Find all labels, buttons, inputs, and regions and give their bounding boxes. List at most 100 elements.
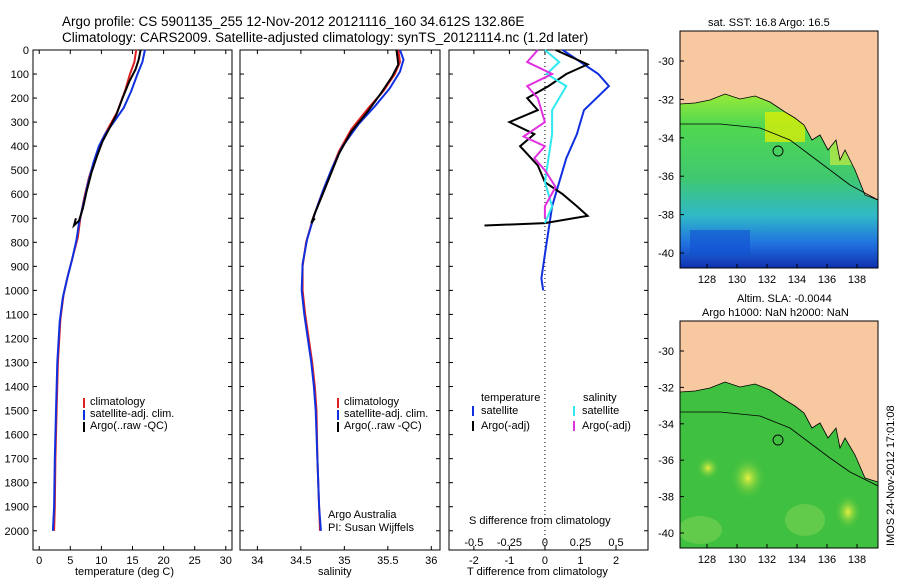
series-t-argo-adj- xyxy=(484,49,591,227)
lon-tick-label: 132 xyxy=(758,554,776,566)
lat-tick-label: -40 xyxy=(658,248,674,260)
s-tick-label: 0.25 xyxy=(570,537,591,549)
lon-tick-label: 130 xyxy=(728,274,746,286)
lon-tick-label: 134 xyxy=(788,274,806,286)
legend-climatology: climatology xyxy=(90,396,146,408)
y-tick-label: 2000 xyxy=(5,526,29,538)
lat-tick-label: -38 xyxy=(658,492,674,504)
series-argo-raw-qc- xyxy=(310,49,400,224)
y-tick-label: 1900 xyxy=(5,502,29,514)
sla-map-title-2: Argo h1000: NaN h2000: NaN xyxy=(702,307,849,319)
lon-tick-label: 128 xyxy=(698,274,716,286)
sla-map: Altim. SLA: -0.0044 Argo h1000: NaN h200… xyxy=(658,293,879,566)
x-tick-label: 35 xyxy=(338,555,350,567)
x-tick-label: 5 xyxy=(67,555,73,567)
series-argo-raw-qc- xyxy=(72,49,142,229)
y-tick-label: 800 xyxy=(11,237,29,249)
x-tick-label: 34.5 xyxy=(290,555,311,567)
x-tick-label: 15 xyxy=(126,555,138,567)
series-s-argo-adj- xyxy=(521,49,557,219)
legend-t-satellite: satellite xyxy=(481,405,518,417)
series-t-satellite xyxy=(540,49,611,291)
title-line-1: Argo profile: CS 5901135_255 12-Nov-2012… xyxy=(62,14,524,29)
x-tick-label: 25 xyxy=(189,555,201,567)
legend-s-satellite: satellite xyxy=(582,405,619,417)
y-tick-label: 1200 xyxy=(5,333,29,345)
sst-map-title: sat. SST: 16.8 Argo: 16.5 xyxy=(708,17,830,29)
legend-s-argo: Argo(-adj) xyxy=(582,420,631,432)
y-tick-label: 1700 xyxy=(5,454,29,466)
legend-t-argo: Argo(-adj) xyxy=(481,420,530,432)
y-tick-label: 700 xyxy=(11,213,29,225)
legend-argo: Argo(..raw -QC) xyxy=(344,420,422,432)
temperature-xlabel: temperature (deg C) xyxy=(75,566,174,578)
y-tick-label: 1400 xyxy=(5,382,29,394)
lat-tick-label: -34 xyxy=(658,133,674,145)
lon-tick-label: 136 xyxy=(818,554,836,566)
annotation-line-2: PI: Susan Wijffels xyxy=(328,522,414,534)
salinity-legend: climatology satellite-adj. clim. Argo(..… xyxy=(328,396,428,534)
imos-timestamp: IMOS 24-Nov-2012 17:01:08 xyxy=(885,405,897,546)
y-tick-label: 1300 xyxy=(5,358,29,370)
s-diff-title: S difference from climatology xyxy=(469,515,611,527)
lat-tick-label: -40 xyxy=(658,528,674,540)
y-tick-label: 1100 xyxy=(5,309,29,321)
y-tick-label: 200 xyxy=(11,93,29,105)
lon-tick-label: 138 xyxy=(848,274,866,286)
y-tick-label: 500 xyxy=(11,165,29,177)
lat-tick-label: -30 xyxy=(658,56,674,68)
x-tick-label: -1 xyxy=(505,555,515,567)
legend-salinity-heading: salinity xyxy=(583,392,617,404)
salinity-xlabel: salinity xyxy=(318,566,352,578)
x-tick-label: 30 xyxy=(220,555,232,567)
y-tick-label: 1500 xyxy=(5,406,29,418)
x-tick-label: 0 xyxy=(542,555,548,567)
lat-tick-label: -30 xyxy=(658,346,674,358)
lon-tick-label: 136 xyxy=(818,274,836,286)
x-tick-label: 20 xyxy=(157,555,169,567)
y-tick-label: 300 xyxy=(11,117,29,129)
series-s-satellite xyxy=(543,49,568,224)
sst-map: sat. SST: 16.8 Argo: 16.5 -30 -32 -34 -36 -3… xyxy=(658,17,879,286)
legend-climatology: climatology xyxy=(344,396,400,408)
lat-tick-label: -38 xyxy=(658,210,674,222)
lat-tick-label: -32 xyxy=(658,382,674,394)
y-tick-label: 600 xyxy=(11,189,29,201)
series-climatology xyxy=(53,49,138,531)
axes-box xyxy=(448,49,649,551)
legend-argo: Argo(..raw -QC) xyxy=(90,420,168,432)
lon-tick-label: 130 xyxy=(728,554,746,566)
y-tick-label: 1000 xyxy=(5,285,29,297)
x-tick-label: 1 xyxy=(577,555,583,567)
salinity-panel: 34 34.5 35 35.5 36 xyxy=(239,49,441,567)
s-tick-label: 0.5 xyxy=(608,537,623,549)
y-tick-label: 100 xyxy=(11,69,29,81)
s-tick-label: -0.25 xyxy=(497,537,522,549)
lat-tick-label: -36 xyxy=(658,171,674,183)
y-tick-label: 0 xyxy=(23,45,29,57)
x-tick-label: 0 xyxy=(36,555,42,567)
lon-tick-label: 128 xyxy=(698,554,716,566)
title-line-2: Climatology: CARS2009. Satellite-adjuste… xyxy=(62,30,588,45)
y-tick-label: 900 xyxy=(11,261,29,273)
argo-location-marker xyxy=(772,145,784,157)
lat-tick-label: -36 xyxy=(658,455,674,467)
axes-box xyxy=(239,49,441,551)
t-diff-xlabel: T difference from climatology xyxy=(467,566,608,578)
y-tick-label: 400 xyxy=(11,141,29,153)
difference-legend: temperature salinity satellite Argo(-adj… xyxy=(469,392,631,527)
x-tick-label: 2 xyxy=(613,555,619,567)
y-tick-label: 1600 xyxy=(5,430,29,442)
x-tick-label: -2 xyxy=(469,555,479,567)
series-satellite-adj-clim- xyxy=(51,49,146,531)
legend-satellite: satellite-adj. clim. xyxy=(344,408,428,420)
lon-tick-label: 138 xyxy=(848,554,866,566)
x-tick-label: 36 xyxy=(425,555,437,567)
temperature-panel: 0100200300400500600700800900100011001200… xyxy=(5,45,233,567)
legend-temperature-heading: temperature xyxy=(481,392,540,404)
x-tick-label: 35.5 xyxy=(377,555,398,567)
series-satellite-adj-clim- xyxy=(300,49,405,531)
temperature-legend: climatology satellite-adj. clim. Argo(..… xyxy=(83,396,174,432)
lat-tick-label: -34 xyxy=(658,419,674,431)
